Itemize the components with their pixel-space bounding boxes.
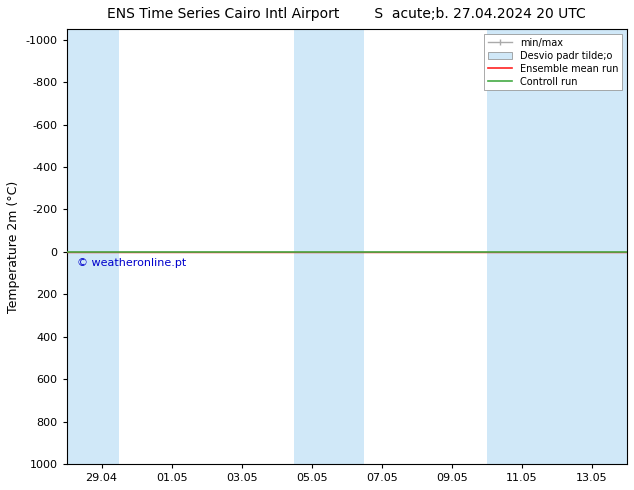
Bar: [67, 29, 119, 464]
Y-axis label: Temperature 2m (°C): Temperature 2m (°C): [7, 180, 20, 313]
Legend: min/max, Desvio padr tilde;o, Ensemble mean run, Controll run: min/max, Desvio padr tilde;o, Ensemble m…: [484, 34, 622, 91]
Bar: [294, 29, 365, 464]
Text: © weatheronline.pt: © weatheronline.pt: [77, 258, 186, 268]
Bar: [487, 29, 627, 464]
Title: ENS Time Series Cairo Intl Airport        S  acute;b. 27.04.2024 20 UTC: ENS Time Series Cairo Intl Airport S acu…: [107, 7, 586, 21]
